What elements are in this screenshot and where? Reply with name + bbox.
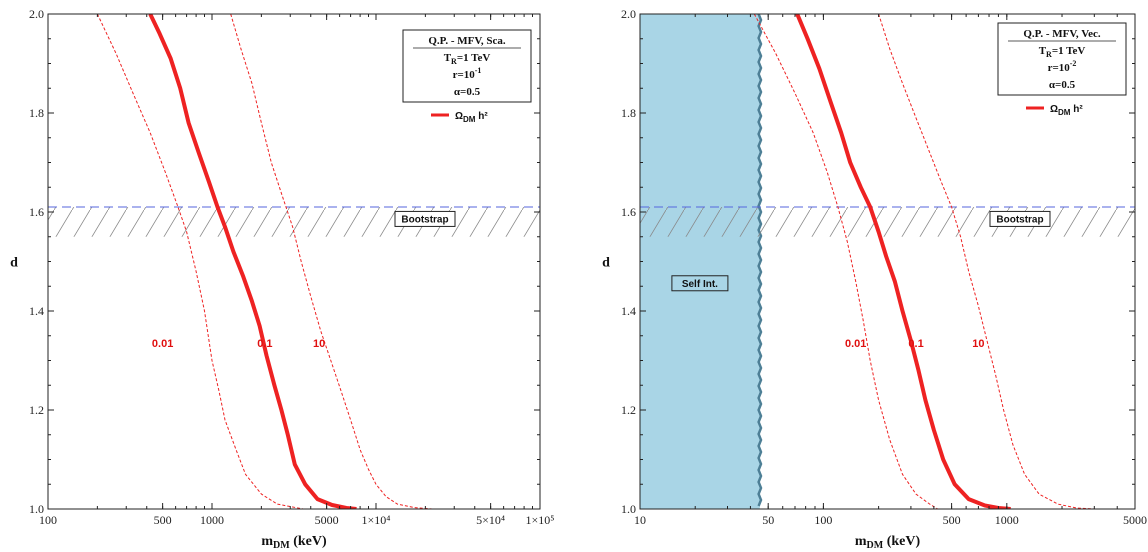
relic-curve-10	[230, 14, 433, 509]
y-tick-label: 1.6	[621, 205, 636, 219]
bootstrap-tag-box	[394, 210, 456, 227]
relic-curve-0_01	[753, 14, 938, 509]
legend-box	[402, 29, 532, 103]
y-axis-label: d	[602, 256, 610, 271]
y-tick-label: 1.2	[621, 403, 636, 417]
self-int-tag-label: Self Int.	[682, 279, 718, 290]
y-tick-label: 1.6	[29, 205, 44, 219]
x-axis-label: mDM (keV)	[261, 534, 327, 551]
legend-line-2: r=10-2​	[1048, 59, 1077, 74]
x-tick-label: 5000	[315, 513, 339, 527]
relic-curve-0_01	[96, 14, 304, 509]
bootstrap-tag-label: Bootstrap	[996, 214, 1043, 225]
right-chart-panel: 1.0 1.2 1.4 1.6 1.8 2.0 10 50 100 500 1000 5000 mDM …	[602, 7, 1147, 551]
x-tick-label: 500	[943, 513, 961, 527]
relic-curve-0_1	[795, 14, 1011, 509]
x-tick-label: 100	[39, 513, 57, 527]
y-tick-label: 1.2	[29, 403, 44, 417]
self-interaction-region	[640, 14, 760, 509]
legend-line-0: Q.P. - MFV, Vec.	[1023, 28, 1101, 40]
legend-line-1: TR​=1 TeV	[444, 52, 491, 66]
x-tick-label: 1000	[200, 513, 224, 527]
y-tick-label: 2.0	[621, 7, 636, 21]
legend-series-label: ΩDM​ h²	[1050, 104, 1083, 117]
legend-line-2: r=10-1​	[453, 66, 482, 81]
y-tick-label: 1.8	[621, 106, 636, 120]
x-tick-label: 5×10⁴	[476, 513, 505, 527]
legend-series-label: ΩDM​ h²	[455, 111, 488, 124]
left-chart-panel: 1.0 1.2 1.4 1.6 1.8 2.0 100 500 1000 5000 1×10⁴ 5×1…	[10, 7, 554, 551]
curve-label-0_1: 0.1	[257, 338, 272, 350]
self-interaction-boundary	[757, 14, 763, 507]
y-tick-label: 1.0	[29, 502, 44, 516]
y-tick-label: 1.4	[29, 304, 44, 318]
legend-box	[997, 22, 1127, 96]
bootstrap-hatch	[640, 207, 1135, 237]
x-tick-label: 1000	[995, 513, 1019, 527]
y-axis-label: d	[10, 256, 18, 271]
x-tick-label: 1×10⁴	[362, 513, 391, 527]
x-tick-label: 100	[814, 513, 832, 527]
curve-label-10: 10	[313, 338, 325, 350]
relic-curve-0_1	[148, 14, 357, 509]
x-tick-label: 1×10⁵	[526, 513, 555, 527]
relic-curve-10	[878, 14, 1095, 509]
y-tick-label: 1.8	[29, 106, 44, 120]
curve-label-10: 10	[972, 338, 984, 350]
y-tick-label: 1.4	[621, 304, 636, 318]
x-tick-label: 50	[762, 513, 774, 527]
curve-label-0_01: 0.01	[152, 338, 173, 350]
x-tick-label: 5000	[1123, 513, 1147, 527]
bootstrap-tag-box	[989, 210, 1051, 227]
plot-area	[640, 14, 1135, 509]
bootstrap-tag-label: Bootstrap	[401, 214, 448, 225]
y-tick-label: 2.0	[29, 7, 44, 21]
legend-line-3: α=0.5	[454, 86, 481, 98]
x-tick-label: 10	[634, 513, 646, 527]
legend-line-1: TR​=1 TeV	[1039, 45, 1086, 59]
self-int-tag-box	[671, 275, 729, 292]
legend-line-3: α=0.5	[1049, 79, 1076, 91]
curve-label-0_01: 0.01	[845, 338, 866, 350]
plot-area	[48, 14, 540, 509]
x-tick-label: 500	[154, 513, 172, 527]
legend-line-0: Q.P. - MFV, Sca.	[428, 35, 506, 47]
y-tick-label: 1.0	[621, 502, 636, 516]
curve-label-0_1: 0.1	[908, 338, 923, 350]
x-axis-label: mDM (keV)	[855, 534, 921, 551]
